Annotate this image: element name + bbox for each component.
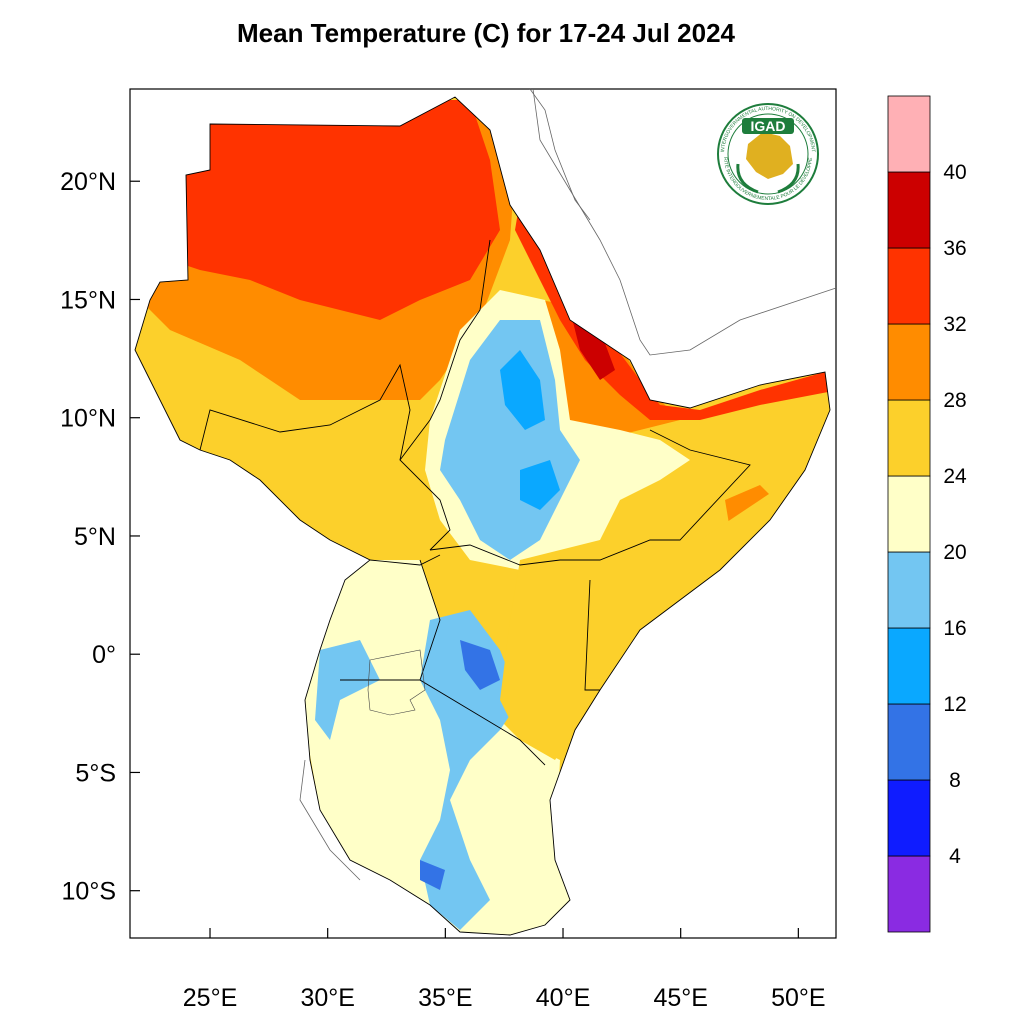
- colorbar-bin: [887, 399, 931, 477]
- field-cold-highlands: [500, 350, 545, 430]
- lat-tick-label: 5°N: [74, 523, 116, 551]
- colorbar-label: 20: [943, 541, 966, 564]
- colorbar-label: 16: [943, 617, 966, 640]
- lon-tick-label: 25°E: [183, 984, 237, 1012]
- logo-badge: [742, 118, 794, 134]
- colorbar-label: 24: [943, 465, 967, 488]
- field-cool-rift: [420, 610, 520, 930]
- lake-victoria: [367, 649, 426, 716]
- colorbar-bin: [887, 551, 931, 629]
- lon-tick-label: 50°E: [771, 984, 825, 1012]
- field-colder-rift: [460, 640, 500, 690]
- logo-wreath-icon: [736, 163, 800, 194]
- igad-logo: IGAD INTERGOVERNMENTAL AUTHORITY ON DEVE…: [717, 103, 819, 205]
- colorbar-label: 28: [943, 389, 966, 412]
- lat-tick-label: 0°: [92, 641, 116, 669]
- context-coastlines: [299, 88, 837, 881]
- colorbar-bin: [887, 779, 931, 857]
- colorbar-bin: [887, 627, 931, 705]
- colorbar-label: 36: [943, 237, 966, 260]
- lat-tick-label: 10°S: [62, 878, 116, 906]
- colorbar-label: 32: [943, 313, 966, 336]
- axes: 25°E 30°E 35°E 40°E 45°E 50°E 20°N 15°N 10°N 5°N 0…: [60, 168, 825, 1012]
- colorbar-bin: [887, 95, 931, 173]
- colorbar-label: 12: [943, 693, 966, 716]
- lat-tick-label: 10°N: [60, 405, 116, 433]
- field-mild-south: [300, 560, 570, 935]
- lon-tick-label: 45°E: [653, 984, 707, 1012]
- lat-tick-label: 5°S: [75, 759, 116, 787]
- lon-tick-label: 40°E: [536, 984, 590, 1012]
- lon-tick-label: 35°E: [418, 984, 472, 1012]
- field-veryhot-north: [135, 100, 500, 320]
- logo-acronym: IGAD: [751, 118, 786, 134]
- colorbar-bin: [887, 323, 931, 401]
- colorbar-bin: [887, 855, 931, 933]
- field-cool-west: [315, 640, 380, 740]
- colorbar-label: 40: [943, 161, 966, 184]
- colorbar: 4 8 12 16 20 24 28 32 36 40: [887, 95, 967, 933]
- country-borders: [134, 96, 831, 936]
- colorbar-bin: [887, 703, 931, 781]
- lon-tick-label: 30°E: [300, 984, 354, 1012]
- lat-tick-label: 20°N: [60, 168, 116, 196]
- field-colder-south: [420, 860, 445, 890]
- colorbar-bin: [887, 171, 931, 249]
- logo-map-icon: [746, 132, 793, 179]
- colorbar-bin: [887, 247, 931, 325]
- lat-tick-label: 15°N: [60, 286, 116, 314]
- field-cold-highlands-2: [520, 460, 560, 510]
- field-warm-coast: [500, 480, 790, 760]
- colorbar-label: 8: [949, 769, 961, 792]
- map-title: Mean Temperature (C) for 17-24 Jul 2024: [236, 18, 736, 48]
- colorbar-label: 4: [949, 845, 961, 868]
- colorbar-bin: [887, 475, 931, 553]
